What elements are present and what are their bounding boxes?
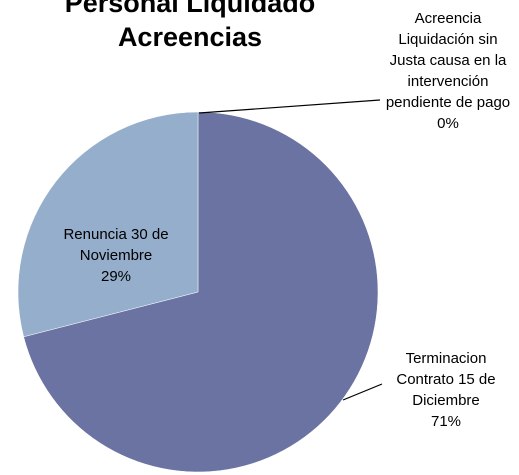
- pie-slice: [23, 111, 379, 473]
- chart-title: Personal Liquidado Acreencias: [64, 0, 316, 52]
- pie-slice: [17, 111, 199, 338]
- category-label: Terminacion Contrato 15 de Diciembre: [396, 350, 496, 409]
- data-label: Renuncia 30 de Noviembre 29%: [36, 224, 196, 287]
- value-label: 71%: [430, 413, 462, 430]
- value-label: 29%: [100, 268, 132, 285]
- leader-line: [342, 383, 383, 401]
- category-label: Renuncia 30 de Noviembre: [63, 226, 169, 264]
- data-label: Terminacion Contrato 15 de Diciembre 71%: [384, 348, 508, 432]
- leader-line: [198, 99, 381, 114]
- data-label: Acreencia Liquidación sin Justa causa en…: [380, 8, 516, 134]
- value-label: 0%: [437, 115, 459, 132]
- category-label: Acreencia Liquidación sin Justa causa en…: [385, 10, 511, 111]
